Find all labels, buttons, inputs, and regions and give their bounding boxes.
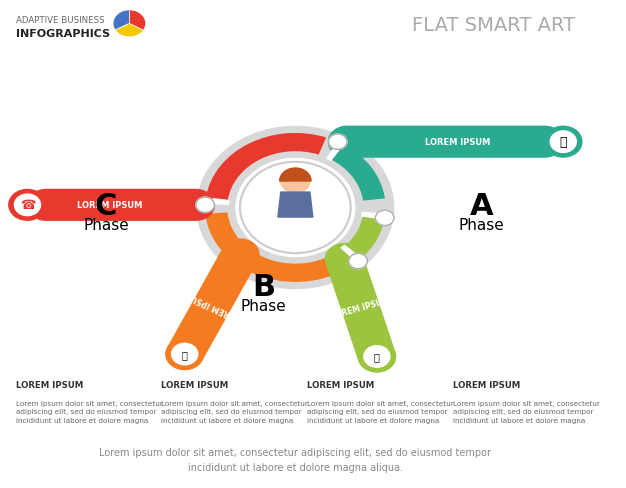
Text: 💡: 💡 — [560, 136, 567, 149]
Wedge shape — [361, 212, 386, 221]
Circle shape — [364, 346, 390, 367]
Text: 📅: 📅 — [182, 349, 188, 359]
Wedge shape — [130, 11, 146, 31]
Wedge shape — [344, 217, 384, 260]
Polygon shape — [329, 127, 563, 158]
Circle shape — [236, 159, 355, 257]
Text: LOREM IPSUM: LOREM IPSUM — [453, 381, 520, 390]
Text: Lorem ipsum dolor sit amet, consectetur
adipiscing elit, sed do eiusmod tempor
i: Lorem ipsum dolor sit amet, consectetur … — [162, 400, 308, 423]
Circle shape — [329, 135, 347, 150]
Wedge shape — [206, 134, 326, 200]
Circle shape — [166, 339, 203, 370]
Wedge shape — [204, 198, 230, 205]
Circle shape — [349, 254, 367, 269]
Text: LOREM IPSUM: LOREM IPSUM — [16, 381, 83, 390]
Wedge shape — [113, 11, 130, 31]
Polygon shape — [28, 190, 215, 221]
Text: ADAPTIVE BUSINESS: ADAPTIVE BUSINESS — [16, 16, 105, 25]
Wedge shape — [340, 245, 362, 264]
Text: Lorem ipsum dolor sit amet, consectetur adipiscing elit, sed do eiusmod tempor
i: Lorem ipsum dolor sit amet, consectetur … — [100, 447, 491, 472]
Circle shape — [196, 198, 215, 213]
Polygon shape — [278, 193, 313, 218]
Circle shape — [240, 163, 351, 254]
Text: LOREM IPSUM: LOREM IPSUM — [183, 288, 242, 322]
Text: Lorem ipsum dolor sit amet, consectetur
adipiscing elit, sed do eiusmod tempor
i: Lorem ipsum dolor sit amet, consectetur … — [307, 400, 454, 423]
Wedge shape — [326, 141, 344, 162]
Wedge shape — [115, 24, 143, 38]
Text: LOREM IPSUM: LOREM IPSUM — [76, 201, 142, 210]
Text: LOREM IPSUM: LOREM IPSUM — [162, 381, 228, 390]
Text: INFOGRAPHICS: INFOGRAPHICS — [16, 29, 110, 39]
Text: ☎: ☎ — [19, 199, 35, 212]
Circle shape — [281, 170, 310, 194]
Text: A: A — [470, 191, 493, 220]
Text: Phase: Phase — [459, 217, 505, 232]
Polygon shape — [326, 244, 396, 372]
Circle shape — [9, 190, 46, 221]
Text: LOREM IPSUM: LOREM IPSUM — [425, 138, 490, 147]
Text: Phase: Phase — [83, 217, 129, 232]
Text: B: B — [252, 273, 275, 302]
Text: 🔍: 🔍 — [374, 352, 380, 362]
Wedge shape — [331, 145, 385, 201]
Text: LOREM IPSUM: LOREM IPSUM — [330, 296, 391, 321]
Circle shape — [545, 127, 582, 158]
Circle shape — [14, 195, 41, 216]
Circle shape — [358, 342, 396, 372]
Text: FLAT SMART ART: FLAT SMART ART — [412, 16, 575, 35]
Polygon shape — [280, 169, 311, 182]
Text: Lorem ipsum dolor sit amet, consectetur
adipiscing elit, sed do eiusmod tempor
i: Lorem ipsum dolor sit amet, consectetur … — [16, 400, 163, 423]
Circle shape — [376, 211, 394, 226]
Text: Lorem ipsum dolor sit amet, consectetur
adipiscing elit, sed do eiusmod tempor
i: Lorem ipsum dolor sit amet, consectetur … — [453, 400, 600, 423]
Circle shape — [172, 344, 198, 365]
Text: Phase: Phase — [240, 299, 286, 314]
Wedge shape — [197, 126, 394, 289]
Polygon shape — [166, 240, 259, 369]
Circle shape — [550, 132, 577, 153]
Text: C: C — [95, 191, 117, 220]
Text: LOREM IPSUM: LOREM IPSUM — [307, 381, 374, 390]
Wedge shape — [205, 213, 357, 283]
